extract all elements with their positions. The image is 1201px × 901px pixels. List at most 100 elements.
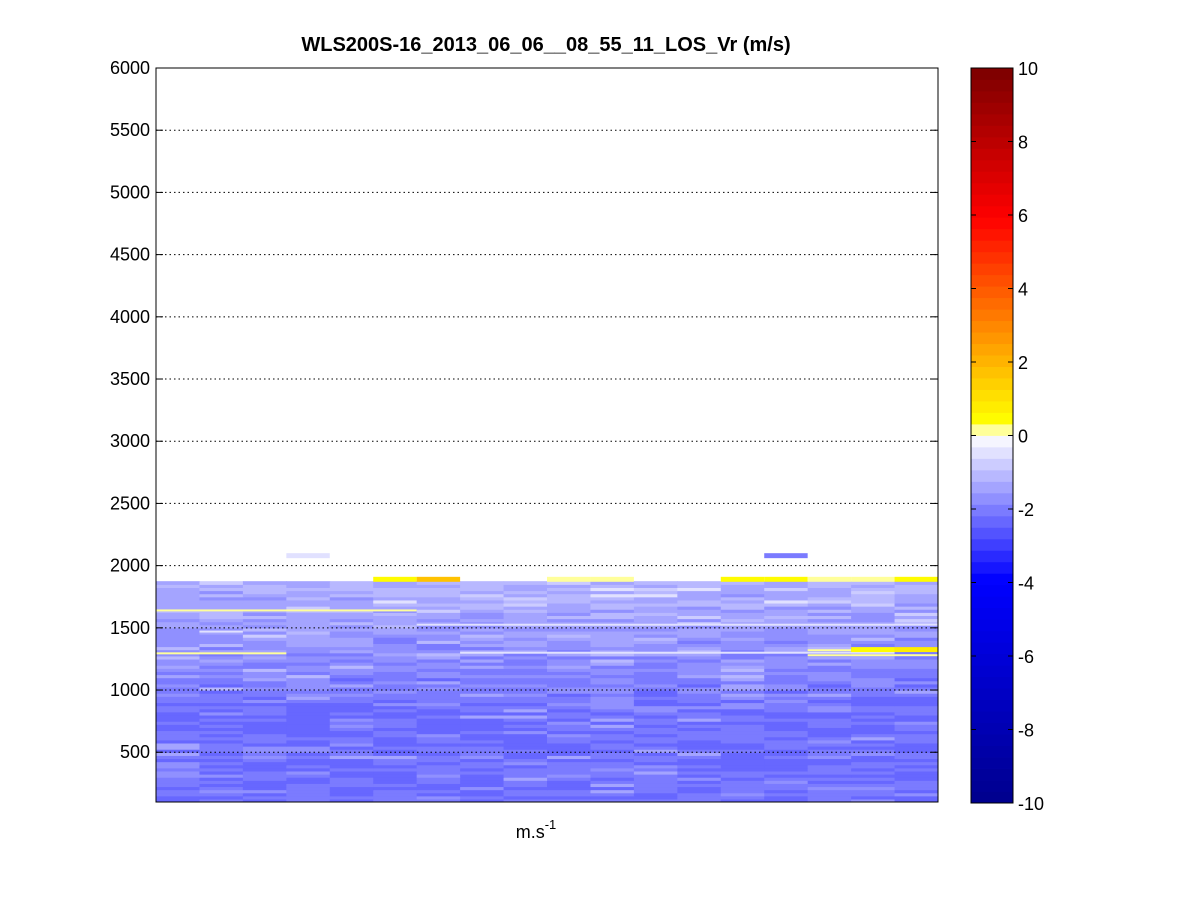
heatmap-cell [547,783,592,788]
heatmap-cell [329,655,374,660]
heatmap-cell [851,674,896,679]
heatmap-cell [373,764,418,769]
heatmap-cell [373,637,418,641]
heatmap-cell [373,774,418,778]
heatmap-cell [547,646,592,651]
heatmap-cell [503,662,548,666]
heatmap-cell [286,584,331,588]
heatmap-cell [764,789,809,794]
heatmap-cell [373,792,418,797]
y-tick-label: 6000 [110,58,150,78]
heatmap-cell [199,761,244,766]
heatmap-cell [894,618,938,623]
heatmap-cell [329,599,374,604]
heatmap-cell [503,658,548,663]
colorbar [971,68,1013,804]
heatmap-cell [590,686,635,691]
colorbar-segment [971,561,1013,574]
heatmap-cell [807,646,852,651]
heatmap-cell [590,696,635,700]
heatmap-cell [156,649,201,654]
heatmap-cell [242,774,287,778]
heatmap-cell [590,634,635,638]
heatmap-cell [894,767,938,772]
heatmap-cell [590,699,635,704]
heatmap-cell [720,690,765,694]
heatmap-cell [590,665,635,669]
heatmap-cell [590,680,635,685]
heatmap-cell [503,655,548,660]
heatmap-cell [720,686,765,691]
heatmap-cell [373,705,418,710]
heatmap-cell [851,696,896,700]
heatmap-cell [199,593,244,598]
heatmap-cell [677,749,722,753]
heatmap-cell [373,593,418,598]
heatmap-cell [894,668,938,672]
heatmap-cell [894,718,938,722]
heatmap-cell [851,755,896,760]
heatmap-cell [894,764,938,769]
heatmap-cell [416,576,461,582]
heatmap-cell [286,727,331,732]
heatmap-cell [547,649,592,654]
heatmap-cell [633,783,678,788]
heatmap-cell [199,606,244,610]
heatmap-cell [894,755,938,760]
heatmap-cell [720,733,765,738]
heatmap-cell [199,770,244,775]
heatmap-cell [503,671,548,676]
heatmap-cell [373,668,418,672]
heatmap-cell [547,668,592,672]
heatmap-cell [677,649,722,654]
heatmap-cell [373,742,418,747]
heatmap-cell [286,696,331,700]
heatmap-cell [199,599,244,604]
heatmap-cell [720,718,765,722]
heatmap-cell [460,752,505,756]
heatmap-cell [373,749,418,753]
heatmap-cell [851,606,896,610]
heatmap-cell [547,587,592,592]
heatmap-cell [242,668,287,672]
heatmap-cell [373,602,418,607]
heatmap-cell [416,708,461,713]
heatmap-cell [199,696,244,700]
heatmap-cell [460,786,505,791]
heatmap-cell [677,668,722,672]
heatmap-cell [242,683,287,688]
heatmap-cell [851,668,896,672]
heatmap-cell [677,602,722,607]
heatmap-cell [807,671,852,676]
heatmap-cell [242,764,287,769]
heatmap-cell [547,640,592,644]
heatmap-cell [460,714,505,719]
heatmap-cell [764,643,809,648]
heatmap-cell [547,718,592,722]
heatmap-cell [894,602,938,607]
colorbar-segment [971,389,1013,402]
heatmap-cell [460,599,505,604]
heatmap-cell [242,786,287,791]
heatmap-cell [851,576,895,582]
heatmap-cell [199,680,244,685]
heatmap-cell [590,602,635,607]
heatmap-cell [373,795,418,800]
heatmap-cell [156,640,201,644]
heatmap-cell [851,795,896,800]
heatmap-cell [286,627,331,632]
heatmap-cell [416,761,461,766]
heatmap-cell [590,755,635,760]
heatmap-cell [894,711,938,716]
heatmap-cell [590,770,635,775]
heatmap-cell [286,630,331,635]
heatmap-cell [851,711,896,716]
heatmap-cell [329,652,374,657]
heatmap-cell [156,674,201,679]
heatmap-cell [547,742,592,747]
heatmap-cell [894,792,938,797]
heatmap-cell [677,764,722,769]
heatmap-cell [894,640,938,644]
heatmap-cell [807,683,852,688]
heatmap-cell [547,624,592,629]
